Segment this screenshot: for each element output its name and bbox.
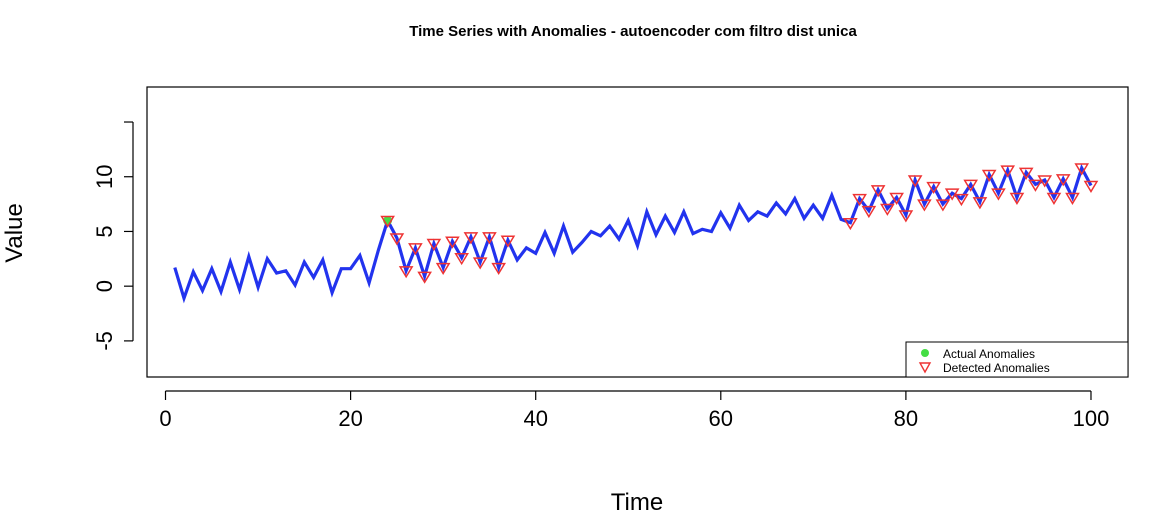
detected-anomaly-point: [482, 232, 497, 245]
series-line: [173, 163, 1093, 304]
detected-anomaly-point: [1046, 192, 1062, 205]
legend-actual-marker: [921, 349, 929, 357]
detected-anomaly-point: [445, 236, 460, 249]
detected-anomaly-point: [380, 215, 395, 228]
detected-anomaly-point: [463, 232, 479, 245]
detected-anomaly-point: [426, 238, 442, 251]
y-tick-label: 5: [92, 225, 117, 237]
detected-anomaly-point: [935, 199, 951, 212]
detected-anomaly-point: [1083, 180, 1099, 193]
detected-anomaly-point: [435, 262, 451, 276]
y-axis-title: Value: [1, 203, 28, 263]
x-tick-label: 20: [338, 406, 362, 431]
markers-layer: [380, 163, 1099, 284]
detected-anomaly-point: [417, 271, 432, 284]
detected-anomaly-point: [991, 188, 1006, 201]
detected-anomaly-point: [880, 203, 895, 216]
detected-anomaly-point: [843, 217, 858, 231]
detected-anomaly-point: [408, 243, 423, 256]
detected-anomaly-point: [889, 192, 904, 205]
detected-anomaly-point: [963, 179, 978, 192]
x-tick-label: 100: [1073, 406, 1110, 431]
x-tick-label: 40: [523, 406, 547, 431]
detected-anomaly-point: [398, 266, 414, 279]
axes: 0 20 40 60 80 100 -5 0 5 10: [92, 121, 1110, 431]
detected-anomaly-point: [454, 252, 469, 266]
y-tick-label: 0: [92, 280, 117, 292]
detected-anomaly-point: [1009, 192, 1025, 205]
legend-detected-marker: [918, 362, 932, 374]
detected-anomaly-point: [500, 235, 516, 248]
detected-anomaly-point: [926, 181, 941, 195]
legend-actual-label: Actual Anomalies: [943, 347, 1035, 361]
detected-anomaly-point: [1074, 163, 1090, 176]
detected-anomaly-point: [852, 193, 867, 207]
detected-anomaly-point: [1028, 179, 1043, 192]
detected-anomaly-point: [981, 169, 997, 183]
y-tick-label: -5: [92, 331, 117, 351]
x-tick-label: 0: [159, 406, 171, 431]
detected-anomaly-point: [1055, 174, 1071, 187]
plot-area-frame: [146, 86, 1129, 378]
x-axis-title: Time: [611, 489, 663, 516]
detected-anomaly-point: [1000, 165, 1016, 178]
detected-anomaly-point: [389, 233, 405, 246]
detected-anomaly-point: [898, 210, 914, 223]
detected-anomaly-point: [1065, 192, 1080, 205]
legend-detected-label: Detected Anomalies: [943, 361, 1050, 375]
legend-box: [905, 341, 1129, 378]
detected-anomaly-point: [870, 185, 886, 198]
chart-title: Time Series with Anomalies - autoencoder…: [409, 23, 857, 40]
detected-anomaly-point: [1018, 167, 1034, 180]
detected-anomaly-point: [861, 205, 877, 219]
x-tick-label: 80: [894, 406, 918, 431]
detected-anomaly-point: [972, 197, 988, 210]
y-tick-label: 10: [92, 164, 117, 188]
detected-anomaly-point: [472, 257, 488, 270]
detected-anomaly-point: [954, 193, 969, 207]
series-layer: [173, 163, 1093, 304]
legend: Actual Anomalies Detected Anomalies: [905, 341, 1129, 378]
detected-anomaly-point: [917, 199, 932, 212]
detected-anomaly-point: [907, 175, 923, 188]
x-tick-label: 60: [709, 406, 733, 431]
detected-anomaly-point: [1037, 175, 1053, 188]
detected-anomaly-point: [491, 262, 507, 276]
